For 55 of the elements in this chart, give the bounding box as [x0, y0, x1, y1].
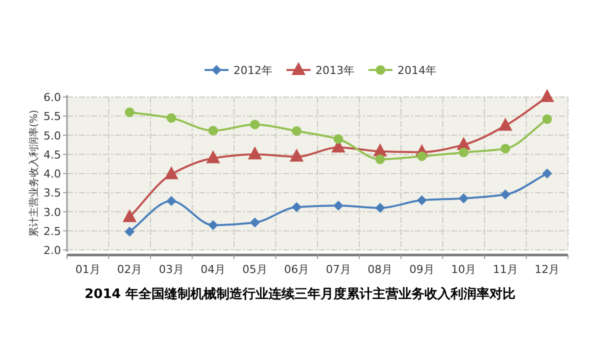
point: [500, 144, 510, 154]
y-tick-label: 3.5: [44, 186, 61, 200]
x-tick-label: 05月: [242, 263, 268, 276]
y-tick-label: 5.5: [44, 110, 61, 124]
point: [248, 146, 262, 160]
point: [333, 200, 344, 211]
text: 2014 年全国缝制机械制造行业连续三年月度累计主营业务收入利润率对比: [84, 286, 516, 302]
point: [498, 118, 512, 131]
legend-label: 2012年: [234, 64, 272, 77]
legend-label: 2014年: [398, 64, 436, 77]
y-tick-label: 6.0: [44, 91, 61, 104]
y-tick-label: 4.5: [44, 148, 61, 162]
point: [290, 148, 304, 162]
x-tick-label: 09月: [409, 263, 434, 276]
legend-label: 2013年: [316, 64, 354, 77]
point: [540, 89, 554, 102]
point: [375, 154, 385, 164]
point: [292, 202, 302, 212]
point: [458, 148, 468, 158]
y-axis-title: 累计主营业务收入利润率(%): [28, 110, 40, 238]
x-tick-label: 03月: [158, 263, 184, 276]
x-tick-label: 08月: [368, 263, 393, 276]
point: [292, 126, 302, 136]
x-tick-label: 10月: [451, 263, 476, 276]
x-tick-label: 04月: [200, 263, 226, 276]
point: [542, 168, 552, 178]
point: [122, 209, 137, 222]
point: [458, 193, 469, 204]
x-tick-label: 11月: [492, 263, 518, 276]
point: [206, 150, 220, 164]
point: [375, 202, 386, 213]
point: [500, 190, 510, 200]
point: [208, 220, 218, 230]
point: [124, 226, 135, 237]
point: [417, 151, 427, 162]
y-tick-label: 2.5: [44, 224, 61, 238]
y-tick-label: 4.0: [44, 168, 61, 180]
point: [250, 217, 260, 228]
point: [542, 114, 552, 124]
point: [124, 108, 134, 118]
point: [164, 166, 178, 180]
x-tick-label: 12月: [534, 263, 560, 276]
x-tick-label: 02月: [117, 263, 142, 276]
point: [416, 195, 427, 206]
point: [334, 134, 344, 144]
y-tick-label: 2.0: [44, 244, 61, 257]
x-tick-label: 06月: [284, 263, 310, 276]
x-tick-label: 01月: [75, 263, 100, 276]
point: [208, 126, 218, 136]
point: [250, 120, 260, 130]
x-tick-label: 07月: [326, 263, 351, 276]
point: [166, 196, 176, 206]
y-tick-label: 5.0: [44, 129, 61, 142]
y-tick-label: 3.0: [44, 206, 61, 219]
point: [166, 113, 176, 123]
